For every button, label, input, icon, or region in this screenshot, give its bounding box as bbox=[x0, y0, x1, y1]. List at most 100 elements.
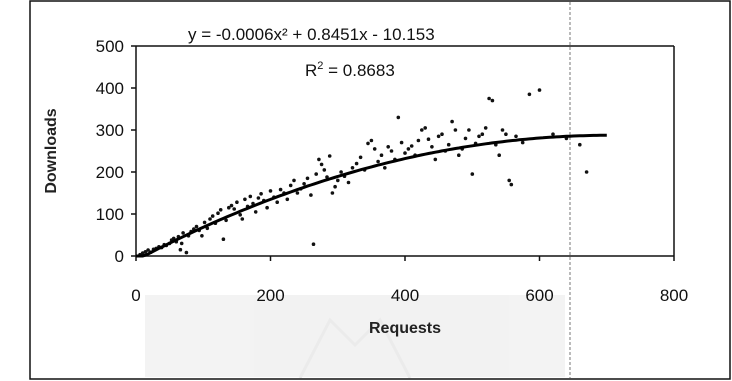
data-point bbox=[210, 214, 215, 218]
x-axis-title: Requests bbox=[369, 320, 441, 337]
data-point bbox=[311, 242, 316, 246]
data-point bbox=[309, 193, 313, 197]
data-point bbox=[507, 178, 512, 183]
data-point bbox=[350, 166, 355, 170]
x-tick-label: 800 bbox=[660, 286, 688, 305]
data-point bbox=[146, 248, 150, 252]
data-point bbox=[235, 200, 239, 204]
data-point bbox=[450, 119, 454, 124]
data-point bbox=[514, 134, 518, 139]
trendline-equation: y = -0.0006x² + 0.8451x - 10.153 bbox=[188, 25, 435, 44]
r-squared-label: R2 = 0.8683 bbox=[305, 60, 395, 80]
watermark-shape bbox=[145, 295, 565, 379]
data-point bbox=[551, 132, 555, 136]
data-point bbox=[537, 88, 542, 92]
data-point bbox=[386, 145, 391, 149]
data-point bbox=[295, 191, 300, 195]
data-point bbox=[389, 149, 394, 153]
data-point bbox=[178, 247, 183, 252]
data-point bbox=[325, 175, 329, 179]
y-axis-title: Downloads bbox=[43, 108, 60, 193]
data-point bbox=[426, 137, 431, 141]
data-point bbox=[358, 155, 363, 160]
y-tick-label: 500 bbox=[96, 37, 124, 56]
x-tick-label: 200 bbox=[256, 286, 284, 305]
data-point bbox=[319, 162, 324, 167]
data-point bbox=[305, 176, 310, 181]
data-point bbox=[194, 224, 199, 229]
data-point bbox=[265, 205, 269, 210]
data-point bbox=[369, 138, 374, 143]
trendline bbox=[136, 133, 607, 258]
data-point bbox=[403, 151, 407, 155]
data-point bbox=[275, 200, 280, 204]
data-point bbox=[336, 178, 340, 183]
data-point bbox=[420, 128, 424, 132]
data-point bbox=[372, 147, 377, 151]
data-point bbox=[470, 172, 475, 176]
data-point bbox=[504, 132, 508, 136]
data-point bbox=[467, 128, 471, 132]
data-point bbox=[490, 98, 495, 103]
data-point bbox=[302, 182, 306, 186]
data-point bbox=[224, 218, 228, 223]
data-point bbox=[354, 161, 359, 166]
plot-area bbox=[135, 45, 675, 257]
data-point bbox=[232, 207, 236, 211]
y-tick-label: 200 bbox=[96, 163, 124, 182]
data-point bbox=[497, 153, 502, 157]
x-tick-label: 400 bbox=[391, 286, 419, 305]
data-point bbox=[333, 184, 337, 189]
data-point bbox=[578, 142, 582, 147]
data-point bbox=[416, 138, 421, 143]
data-point bbox=[446, 142, 451, 147]
data-point bbox=[243, 197, 247, 202]
data-point bbox=[509, 182, 514, 187]
y-tick-label: 100 bbox=[96, 205, 124, 224]
data-point bbox=[379, 153, 384, 157]
data-point bbox=[430, 145, 434, 149]
data-point bbox=[383, 166, 387, 170]
x-tick-label: 600 bbox=[525, 286, 553, 305]
data-point bbox=[216, 211, 220, 215]
data-point bbox=[477, 134, 481, 139]
data-point bbox=[179, 241, 184, 246]
data-point bbox=[376, 159, 380, 164]
data-point bbox=[453, 128, 458, 132]
data-point bbox=[229, 203, 234, 208]
data-point bbox=[278, 187, 283, 192]
data-point bbox=[409, 144, 414, 148]
data-point bbox=[584, 170, 589, 174]
data-point bbox=[259, 192, 263, 196]
data-point bbox=[366, 141, 370, 146]
data-point bbox=[253, 210, 258, 214]
data-point bbox=[248, 194, 253, 199]
data-point bbox=[288, 183, 293, 188]
data-point bbox=[314, 172, 319, 176]
data-point bbox=[327, 154, 332, 158]
data-point bbox=[339, 170, 343, 174]
r-squared-exponent: 2 bbox=[317, 60, 323, 72]
data-point bbox=[399, 140, 404, 145]
data-point bbox=[202, 220, 207, 225]
data-point bbox=[322, 168, 327, 172]
data-point bbox=[268, 189, 273, 193]
data-point bbox=[227, 205, 231, 210]
data-point bbox=[285, 197, 290, 202]
data-point bbox=[433, 157, 438, 162]
data-point bbox=[330, 191, 335, 195]
data-point bbox=[292, 178, 296, 183]
data-points bbox=[138, 88, 589, 257]
data-point bbox=[200, 234, 204, 238]
data-point bbox=[487, 96, 491, 101]
data-point bbox=[181, 231, 185, 235]
data-point bbox=[238, 213, 242, 217]
data-point bbox=[423, 126, 428, 130]
y-tick-label: 0 bbox=[115, 247, 124, 266]
data-point bbox=[406, 147, 411, 151]
data-point bbox=[140, 251, 145, 255]
data-point bbox=[520, 140, 525, 145]
y-tick-label: 400 bbox=[96, 79, 124, 98]
data-point bbox=[256, 196, 261, 200]
